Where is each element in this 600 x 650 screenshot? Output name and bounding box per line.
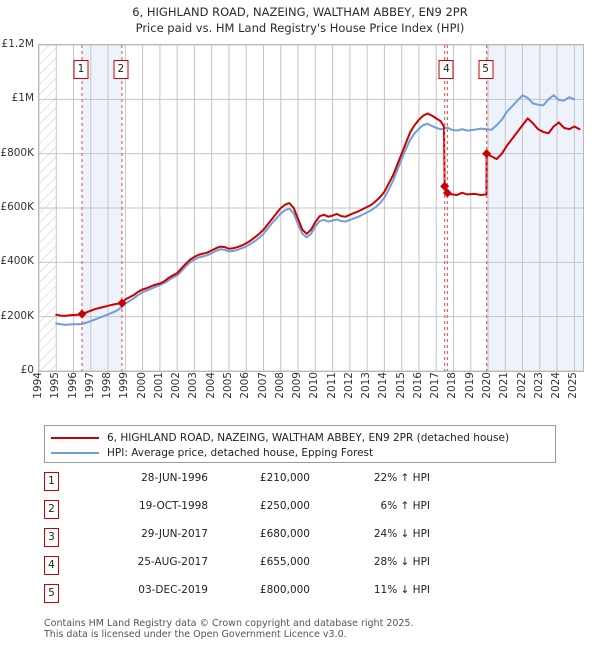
table-row[interactable]: 2 19-OCT-1998 £250,000 6% ↑ HPI [44, 498, 564, 526]
x-axis-tick-2011: 2011 [325, 372, 338, 399]
legend-item-0: 6, HIGHLAND ROAD, NAZEING, WALTHAM ABBEY… [45, 430, 555, 445]
x-axis-labels: 1994 1995 1996 1997 1998 1999 2000 2001 2002 2003… [0, 372, 600, 422]
page-title: 6, HIGHLAND ROAD, NAZEING, WALTHAM ABBEY… [0, 4, 600, 36]
x-axis-tick-2001: 2001 [152, 372, 165, 399]
x-axis-tick-2023: 2023 [532, 372, 545, 399]
price-history-plot [39, 45, 583, 371]
footer-line-1: Contains HM Land Registry data © Crown c… [44, 618, 414, 629]
x-axis-tick-2003: 2003 [187, 372, 200, 399]
legend-swatch-1 [51, 451, 99, 454]
x-axis-tick-2020: 2020 [481, 372, 494, 399]
transaction-hpi-delta: 11% ↓ HPI [373, 584, 430, 596]
transaction-date: 19-OCT-1998 [139, 500, 208, 512]
x-axis-tick-2018: 2018 [446, 372, 459, 399]
x-axis-tick-2000: 2000 [135, 372, 148, 399]
x-axis-tick-1996: 1996 [66, 372, 79, 399]
transaction-date: 29-JUN-2017 [141, 528, 208, 540]
x-axis-tick-2010: 2010 [308, 372, 321, 399]
x-axis-tick-1995: 1995 [49, 372, 62, 399]
transaction-date: 25-AUG-2017 [137, 556, 208, 568]
x-axis-tick-2017: 2017 [429, 372, 442, 399]
title-line-1: 6, HIGHLAND ROAD, NAZEING, WALTHAM ABBEY… [132, 5, 468, 19]
y-axis-labels: £0 £200K £400K £600K £800K £1M £1.2M [0, 38, 38, 383]
x-axis-tick-2019: 2019 [463, 372, 476, 399]
transaction-hpi-delta: 24% ↓ HPI [373, 528, 430, 540]
y-axis-tick-1: £200K [0, 309, 34, 322]
x-axis-tick-2006: 2006 [239, 372, 252, 399]
transaction-hpi-delta: 28% ↓ HPI [373, 556, 430, 568]
transaction-date: 28-JUN-1996 [141, 472, 208, 484]
transaction-price: £680,000 [259, 528, 310, 540]
title-line-2: Price paid vs. HM Land Registry's House … [135, 21, 465, 35]
x-axis-tick-2016: 2016 [411, 372, 424, 399]
y-axis-tick-2: £400K [0, 255, 34, 268]
footer-line-2: This data is licensed under the Open Gov… [44, 629, 347, 640]
footer-attribution: Contains HM Land Registry data © Crown c… [44, 618, 564, 640]
x-axis-tick-2024: 2024 [550, 372, 563, 399]
x-axis-tick-2007: 2007 [256, 372, 269, 399]
y-axis-tick-3: £600K [0, 201, 34, 213]
transaction-date: 03-DEC-2019 [138, 584, 208, 596]
legend-label-0: 6, HIGHLAND ROAD, NAZEING, WALTHAM ABBEY… [107, 431, 510, 444]
x-axis-tick-1998: 1998 [101, 372, 114, 399]
y-axis-tick-0: £0 [20, 364, 34, 376]
transaction-number-badge: 2 [44, 500, 59, 519]
transaction-price: £210,000 [259, 472, 310, 484]
x-axis-tick-2009: 2009 [291, 372, 304, 399]
table-row[interactable]: 3 29-JUN-2017 £680,000 24% ↓ HPI [44, 526, 564, 554]
x-axis-tick-2013: 2013 [360, 372, 373, 399]
x-axis-tick-2014: 2014 [377, 372, 390, 399]
chart-marker-1[interactable]: 1 [73, 60, 89, 79]
x-axis-tick-2012: 2012 [342, 372, 355, 399]
x-axis-tick-2005: 2005 [221, 372, 234, 399]
table-row[interactable]: 1 28-JUN-1996 £210,000 22% ↑ HPI [44, 470, 564, 498]
legend-swatch-0 [51, 436, 99, 439]
chart-marker-5[interactable]: 5 [478, 60, 494, 79]
transaction-number-badge: 4 [44, 556, 59, 575]
y-axis-tick-5: £1M [11, 92, 34, 105]
x-axis-tick-1997: 1997 [83, 372, 96, 399]
transaction-hpi-delta: 22% ↑ HPI [373, 472, 430, 484]
transaction-number-badge: 5 [44, 584, 59, 603]
chart-marker-4[interactable]: 4 [438, 60, 454, 79]
x-axis-tick-2002: 2002 [170, 372, 183, 399]
plot-region [38, 44, 584, 372]
y-axis-tick-6: £1.2M [1, 38, 34, 50]
x-axis-tick-2025: 2025 [567, 372, 580, 399]
x-axis-tick-2004: 2004 [204, 372, 217, 399]
table-row[interactable]: 5 03-DEC-2019 £800,000 11% ↓ HPI [44, 582, 564, 610]
transaction-price: £250,000 [259, 500, 310, 512]
legend-label-1: HPI: Average price, detached house, Eppi… [107, 446, 374, 459]
chart-area: £0 £200K £400K £600K £800K £1M £1.2M 1 2 4 5 [0, 38, 600, 383]
x-axis-tick-2015: 2015 [394, 372, 407, 399]
x-axis-tick-2008: 2008 [273, 372, 286, 399]
chart-legend: 6, HIGHLAND ROAD, NAZEING, WALTHAM ABBEY… [44, 425, 556, 463]
transaction-number-badge: 3 [44, 528, 59, 547]
x-axis-tick-2022: 2022 [515, 372, 528, 399]
chart-marker-2[interactable]: 2 [113, 60, 129, 79]
legend-item-1: HPI: Average price, detached house, Eppi… [45, 445, 555, 460]
transaction-hpi-delta: 6% ↑ HPI [380, 500, 430, 512]
y-axis-tick-4: £800K [0, 146, 34, 159]
x-axis-tick-2021: 2021 [498, 372, 511, 399]
transaction-price: £655,000 [259, 556, 310, 568]
x-axis-tick-1994: 1994 [32, 372, 44, 399]
transaction-price: £800,000 [259, 584, 310, 596]
transactions-table: 1 28-JUN-1996 £210,000 22% ↑ HPI 2 19-OCT-199… [44, 470, 564, 610]
x-axis-tick-1999: 1999 [118, 372, 131, 399]
transaction-number-badge: 1 [44, 472, 59, 491]
table-row[interactable]: 4 25-AUG-2017 £655,000 28% ↓ HPI [44, 554, 564, 582]
